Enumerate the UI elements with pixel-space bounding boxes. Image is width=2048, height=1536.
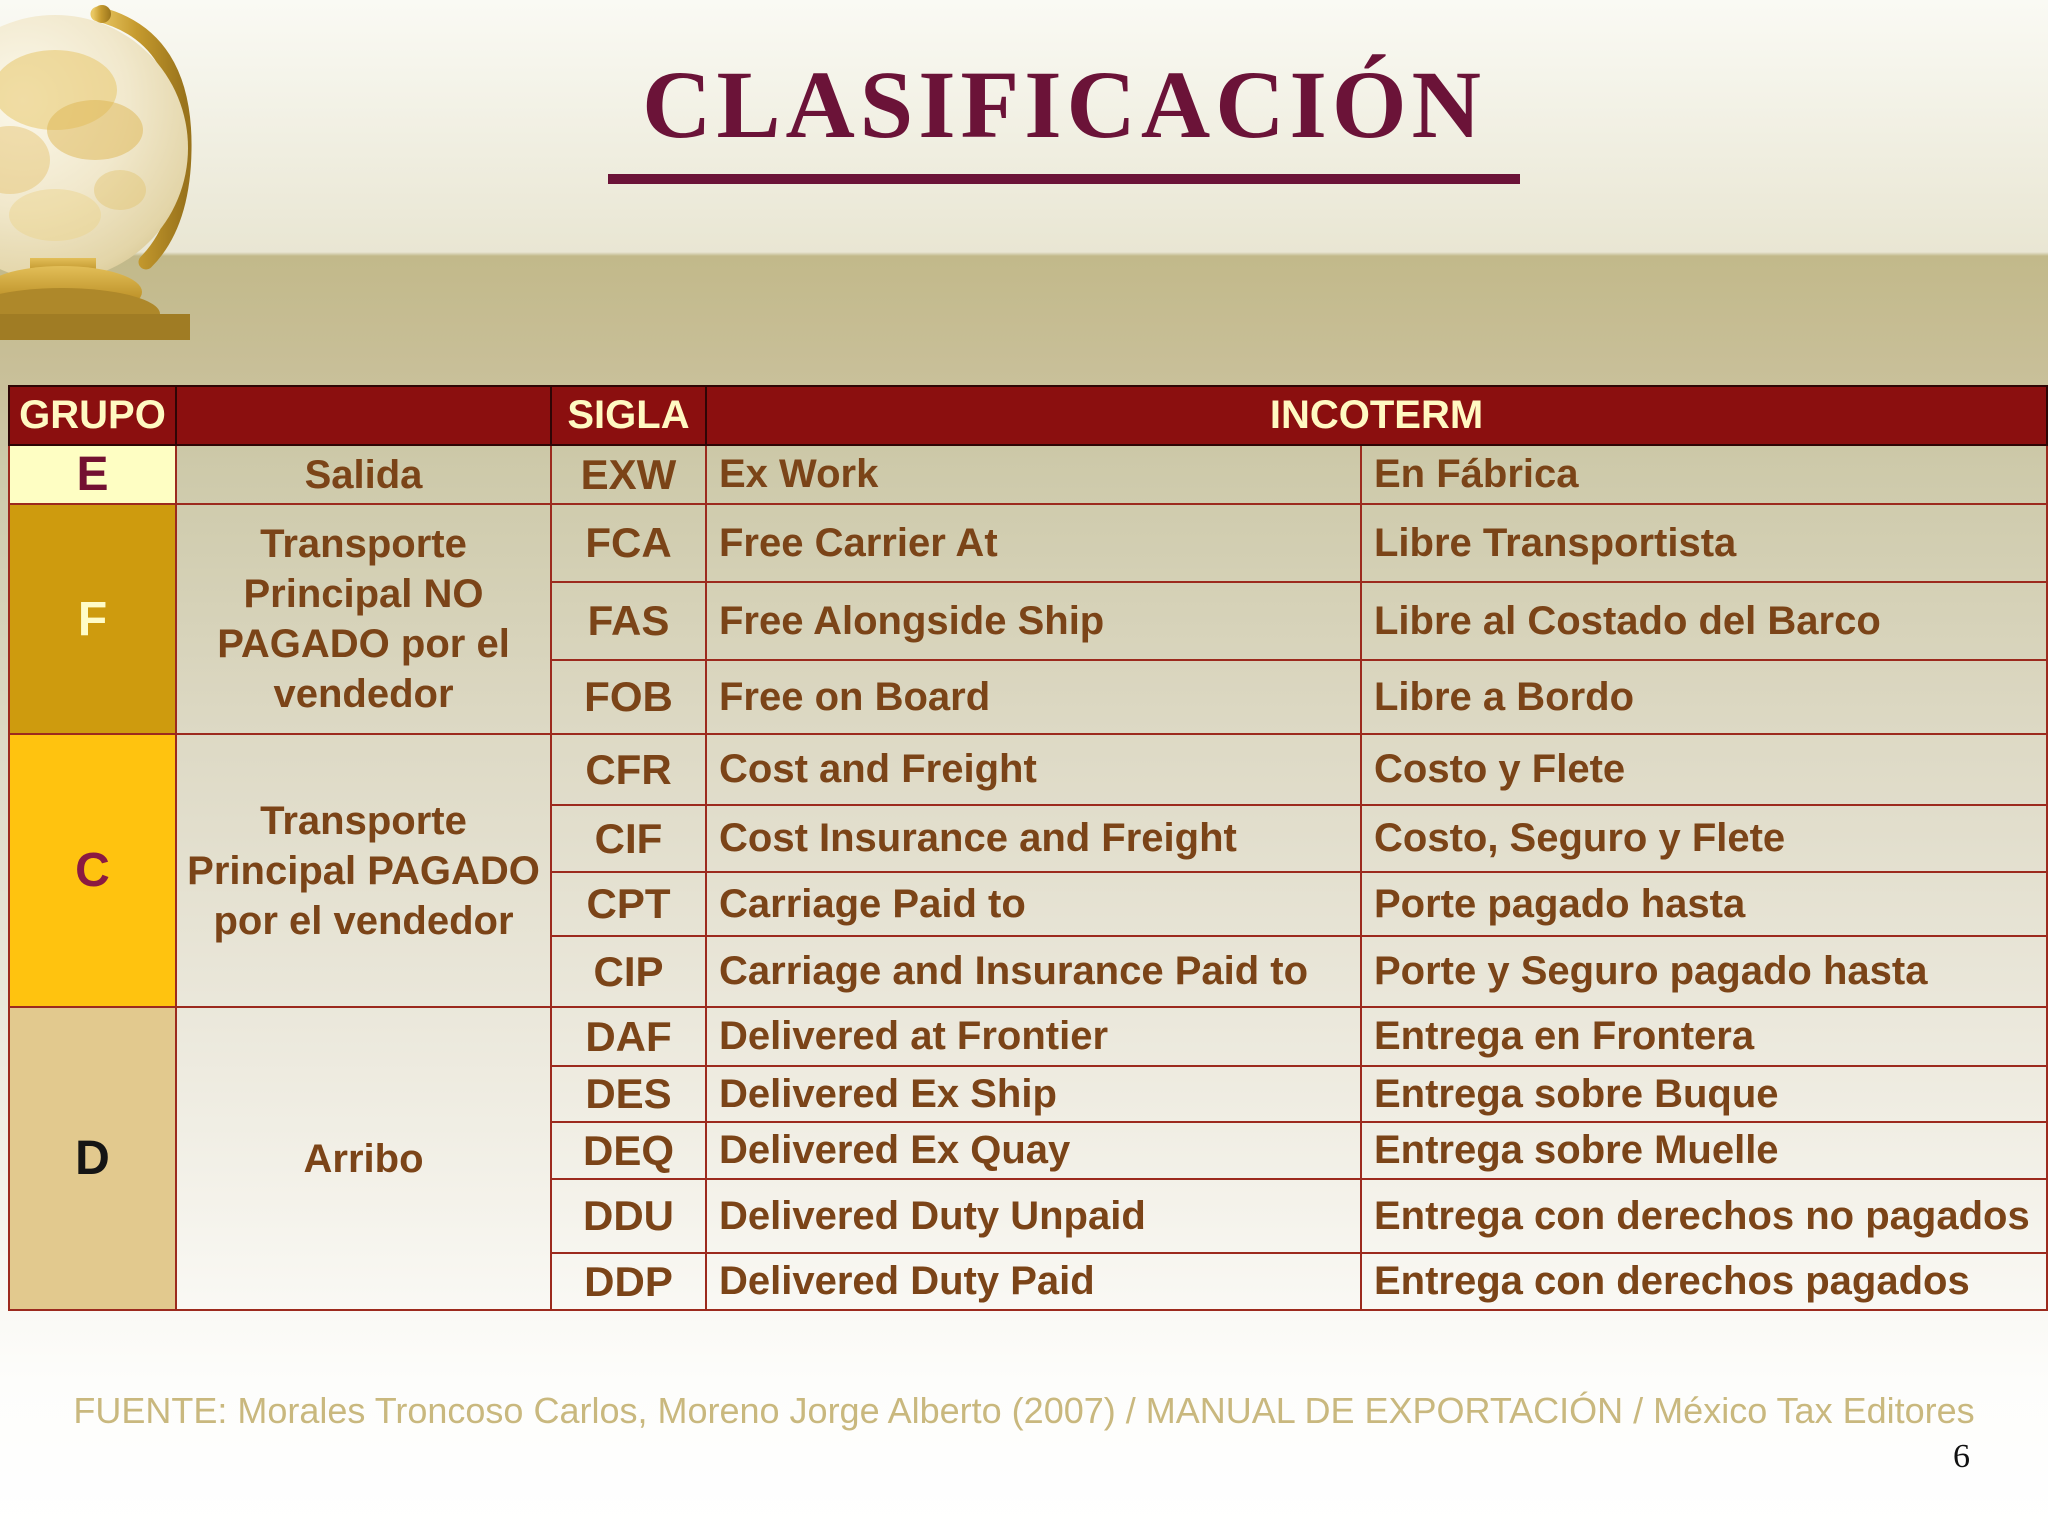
sigla-DDU: DDU: [550, 1178, 707, 1254]
sigla-CFR: CFR: [550, 733, 707, 806]
table-row: DDP Delivered Duty Paid Entrega con derech…: [9, 1252, 2048, 1311]
table-row: C Transporte Principal PAGADO por el vend…: [8, 733, 2048, 1008]
table-row: FOB Free on Board Libre a Bordo: [9, 659, 2048, 735]
sigla-CPT: CPT: [550, 871, 707, 937]
sigla-FCA: FCA: [550, 503, 707, 583]
sigla-FOB: FOB: [550, 659, 707, 735]
incoterm-spanish: Entrega en Frontera: [1359, 1006, 2048, 1067]
incoterm-spanish: Libre Transportista: [1359, 503, 2048, 583]
incoterm-spanish: Porte pagado hasta: [1359, 871, 2048, 937]
incoterm-english: Delivered Duty Paid: [705, 1252, 1362, 1311]
incoterm-english: Delivered at Frontier: [705, 1006, 1362, 1067]
col-header-description: [175, 385, 552, 446]
sigla-FAS: FAS: [550, 581, 707, 661]
sigla-DAF: DAF: [550, 1006, 707, 1067]
page-number: 6: [1953, 1438, 1970, 1475]
incoterm-spanish: Entrega sobre Muelle: [1359, 1121, 2048, 1180]
incoterms-table: GRUPO SIGLA INCOTERM E Salida EXW Ex Work En…: [8, 385, 2048, 1311]
table-row: FAS Free Alongside Ship Libre al Costado d…: [9, 581, 2048, 661]
table-row: DES Delivered Ex Ship Entrega sobre Buque: [9, 1065, 2048, 1123]
group-letter-F: F: [8, 503, 177, 735]
sigla-DDP: DDP: [550, 1252, 707, 1311]
sigla-CIF: CIF: [550, 804, 707, 873]
incoterm-spanish: Entrega sobre Buque: [1359, 1065, 2048, 1123]
incoterm-english: Ex Work: [705, 444, 1362, 505]
group-letter-E: E: [8, 444, 177, 505]
table-row: CIF Cost Insurance and Freight Costo, Segu…: [9, 804, 2048, 873]
incoterm-english: Carriage Paid to: [705, 871, 1362, 937]
table-row: CPT Carriage Paid to Porte pagado hasta: [9, 871, 2048, 937]
incoterm-english: Cost and Freight: [705, 733, 1362, 806]
incoterm-spanish: Libre a Bordo: [1359, 659, 2048, 735]
incoterm-english: Delivered Duty Unpaid: [705, 1178, 1362, 1254]
source-note: FUENTE: Morales Troncoso Carlos, Moreno …: [73, 1390, 1975, 1431]
incoterm-english: Free on Board: [705, 659, 1362, 735]
sigla-CIP: CIP: [550, 935, 707, 1008]
table-row: F Transporte Principal NO PAGADO por el v…: [8, 503, 2048, 735]
incoterm-spanish: En Fábrica: [1359, 444, 2048, 505]
col-header-incoterm: INCOTERM: [704, 385, 2048, 446]
table-header-row: GRUPO SIGLA INCOTERM: [8, 385, 2048, 446]
table-row: DEQ Delivered Ex Quay Entrega sobre Muelle: [9, 1121, 2048, 1180]
incoterm-english: Free Alongside Ship: [705, 581, 1362, 661]
incoterm-english: Delivered Ex Ship: [705, 1065, 1362, 1123]
page-title: CLASIFICACIÓN: [608, 52, 1520, 184]
table-row: CIP Carriage and Insurance Paid to Porte y…: [9, 935, 2048, 1008]
group-letter-C: C: [8, 733, 177, 1008]
sigla-EXW: EXW: [550, 444, 707, 505]
group-description: Arribo: [175, 1006, 552, 1311]
table-row: D Arribo DAF Delivered at Frontier Entrega e…: [8, 1006, 2048, 1311]
sigla-DES: DES: [550, 1065, 707, 1123]
table-row: E Salida EXW Ex Work En Fábrica: [8, 444, 2048, 505]
group-description: Transporte Principal NO PAGADO por el ve…: [175, 503, 552, 735]
incoterm-spanish: Entrega con derechos no pagados: [1359, 1178, 2048, 1254]
sigla-DEQ: DEQ: [550, 1121, 707, 1180]
col-header-grupo: GRUPO: [8, 385, 177, 446]
incoterm-english: Delivered Ex Quay: [705, 1121, 1362, 1180]
incoterm-spanish: Libre al Costado del Barco: [1359, 581, 2048, 661]
group-description: Transporte Principal PAGADO por el vende…: [175, 733, 552, 1008]
table-row: DDU Delivered Duty Unpaid Entrega con dere…: [9, 1178, 2048, 1254]
incoterm-spanish: Porte y Seguro pagado hasta: [1359, 935, 2048, 1008]
incoterm-english: Free Carrier At: [705, 503, 1362, 583]
incoterm-spanish: Costo y Flete: [1359, 733, 2048, 806]
group-description: Salida: [175, 444, 552, 505]
incoterm-english: Carriage and Insurance Paid to: [705, 935, 1362, 1008]
incoterm-english: Cost Insurance and Freight: [705, 804, 1362, 873]
group-letter-D: D: [8, 1006, 177, 1311]
incoterm-spanish: Costo, Seguro y Flete: [1359, 804, 2048, 873]
globe-image: [0, 5, 192, 340]
col-header-sigla: SIGLA: [550, 385, 707, 446]
incoterm-spanish: Entrega con derechos pagados: [1359, 1252, 2048, 1311]
